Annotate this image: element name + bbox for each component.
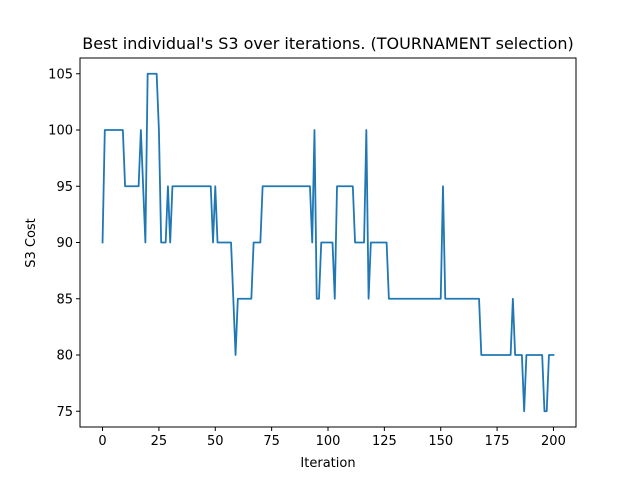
y-tick-label: 75 bbox=[56, 405, 73, 420]
x-tick-label: 200 bbox=[541, 434, 566, 449]
x-axis-label: Iteration bbox=[300, 456, 355, 471]
x-tick-label: 175 bbox=[485, 434, 510, 449]
x-tick-label: 75 bbox=[263, 434, 280, 449]
y-tick-label: 95 bbox=[56, 180, 73, 195]
chart-title: Best individual's S3 over iterations. (T… bbox=[82, 34, 574, 53]
x-tick-label: 25 bbox=[151, 434, 168, 449]
y-tick-label: 85 bbox=[56, 292, 73, 307]
y-tick-label: 80 bbox=[56, 349, 73, 364]
y-tick-label: 105 bbox=[48, 67, 73, 82]
x-tick-label: 125 bbox=[372, 434, 397, 449]
y-tick-label: 100 bbox=[48, 124, 73, 139]
plot-area: 0 25 50 75 100 125 150 175 200 75 80 85 90 95 100 105 bbox=[48, 57, 577, 449]
y-axis-label: S3 Cost bbox=[24, 218, 39, 268]
x-tick-label: 50 bbox=[207, 434, 224, 449]
x-tick-label: 0 bbox=[98, 434, 106, 449]
y-tick-label: 90 bbox=[56, 236, 73, 251]
x-tick-label: 100 bbox=[316, 434, 341, 449]
x-tick-label: 150 bbox=[428, 434, 453, 449]
series-line-0 bbox=[101, 72, 555, 413]
